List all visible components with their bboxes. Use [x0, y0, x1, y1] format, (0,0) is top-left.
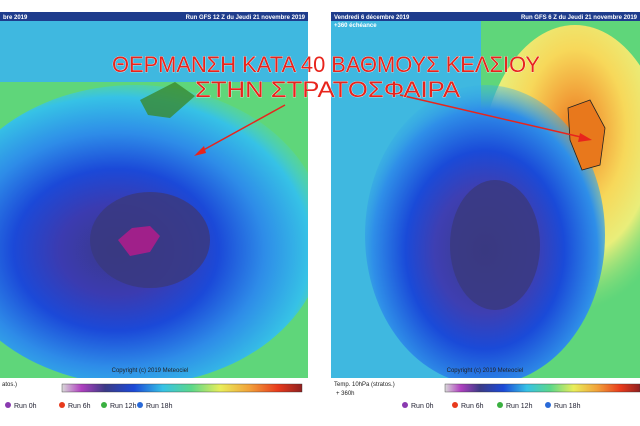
copyright: Copyright (c) 2019 Meteociel: [112, 368, 189, 374]
left-map: bre 2019 Run GFS 12 Z du Jeudi 21 novemb…: [0, 12, 308, 378]
run-option[interactable]: Run 0h: [411, 403, 434, 410]
run-option[interactable]: Run 6h: [461, 403, 484, 410]
legend-title: atos.): [2, 382, 17, 388]
map-run: Run GFS 12 Z du Jeudi 21 novembre 2019: [186, 15, 306, 21]
map-date: bre 2019: [3, 15, 28, 21]
headline: ΘΕΡΜΑΝΣΗ ΚΑΤΑ 40 ΒΑΘΜΟΥΣ ΚΕΛΣΙΟΥ: [112, 52, 540, 77]
run-dot: [545, 402, 551, 408]
run-dot: [5, 402, 11, 408]
run-selector-right: Run 0h Run 6h Run 12h Run 18h: [402, 402, 581, 410]
run-dot: [137, 402, 143, 408]
run-option[interactable]: Run 18h: [554, 403, 581, 410]
run-selector-left: Run 0h Run 6h Run 12h Run 18h: [5, 402, 173, 410]
run-dot: [452, 402, 458, 408]
map-date: Vendredi 6 décembre 2019: [334, 15, 410, 21]
run-option[interactable]: Run 12h: [110, 403, 137, 410]
color-scale: [444, 383, 640, 393]
copyright: Copyright (c) 2019 Meteociel: [447, 368, 524, 374]
run-dot: [497, 402, 503, 408]
headline: ΣΤΗΝ ΣΤΡΑΤΟΣΦΑΙΡΑ: [195, 77, 460, 102]
color-scale: [61, 383, 303, 393]
legend-sub: + 360h: [336, 391, 355, 397]
run-dot: [402, 402, 408, 408]
run-option[interactable]: Run 18h: [146, 403, 173, 410]
legend-title: Temp. 10hPa (stratos.): [334, 382, 395, 388]
map-run: Run GFS 6 Z du Jeudi 21 novembre 2019: [521, 15, 638, 21]
run-dot: [101, 402, 107, 408]
run-option[interactable]: Run 12h: [506, 403, 533, 410]
map-lead: +360 échéance: [334, 23, 377, 29]
right-map: Vendredi 6 décembre 2019 +360 échéance R…: [331, 12, 640, 378]
run-option[interactable]: Run 6h: [68, 403, 91, 410]
run-option[interactable]: Run 0h: [14, 403, 37, 410]
run-dot: [59, 402, 65, 408]
annotation-arrows: [194, 94, 592, 156]
